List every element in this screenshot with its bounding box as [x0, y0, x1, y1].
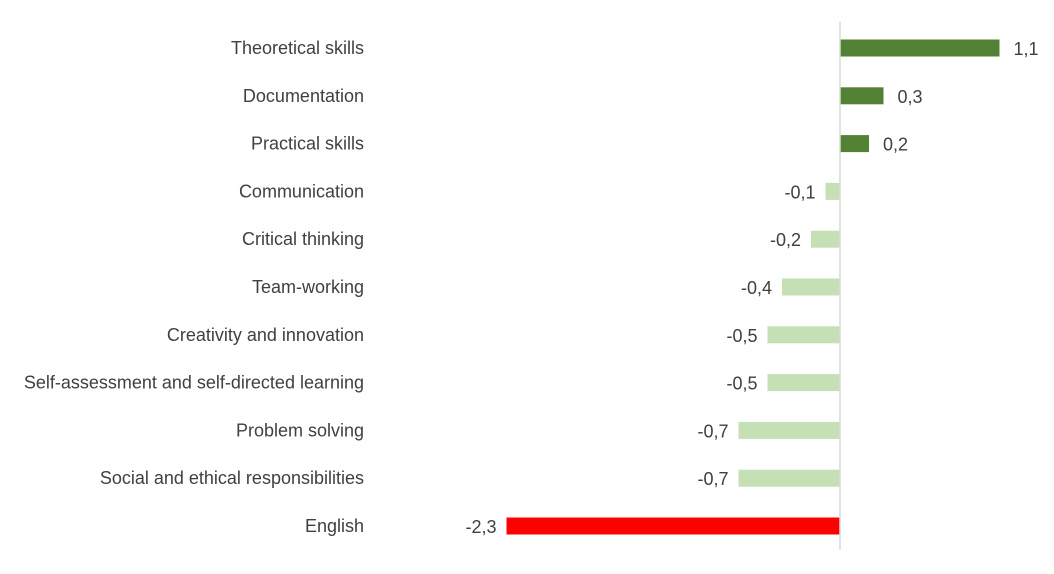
- bar-8: [738, 421, 840, 439]
- category-label: Social and ethical responsibilities: [100, 468, 364, 488]
- bar-0: [840, 39, 1000, 57]
- bar-3: [825, 182, 840, 200]
- bar-6: [767, 326, 840, 344]
- bar-9: [738, 469, 840, 487]
- category-label: Critical thinking: [242, 229, 364, 249]
- category-label: Creativity and innovation: [167, 325, 364, 345]
- data-label: -2,3: [465, 517, 496, 537]
- category-label: Problem solving: [236, 420, 364, 440]
- category-label: Self-assessment and self-directed learni…: [24, 373, 364, 393]
- bar-7: [767, 374, 840, 392]
- data-label: 0,2: [883, 135, 908, 155]
- bar-4: [811, 230, 840, 248]
- data-label: -0,1: [784, 182, 815, 202]
- data-label: 1,1: [1014, 39, 1039, 59]
- category-label: Team-working: [252, 277, 364, 297]
- data-label: 0,3: [898, 87, 923, 107]
- data-label: -0,5: [726, 374, 757, 394]
- bar-1: [840, 87, 884, 105]
- category-label: Documentation: [243, 86, 364, 106]
- category-label: Practical skills: [251, 134, 364, 154]
- data-label: -0,7: [697, 421, 728, 441]
- category-label: Theoretical skills: [231, 38, 364, 58]
- bar-10: [506, 517, 840, 535]
- data-label: -0,2: [770, 230, 801, 250]
- category-label: Communication: [239, 181, 364, 201]
- bar-5: [782, 278, 840, 296]
- data-label: -0,4: [741, 278, 772, 298]
- data-label: -0,5: [726, 326, 757, 346]
- bar-2: [840, 135, 869, 153]
- category-label: English: [305, 516, 364, 536]
- data-label: -0,7: [697, 469, 728, 489]
